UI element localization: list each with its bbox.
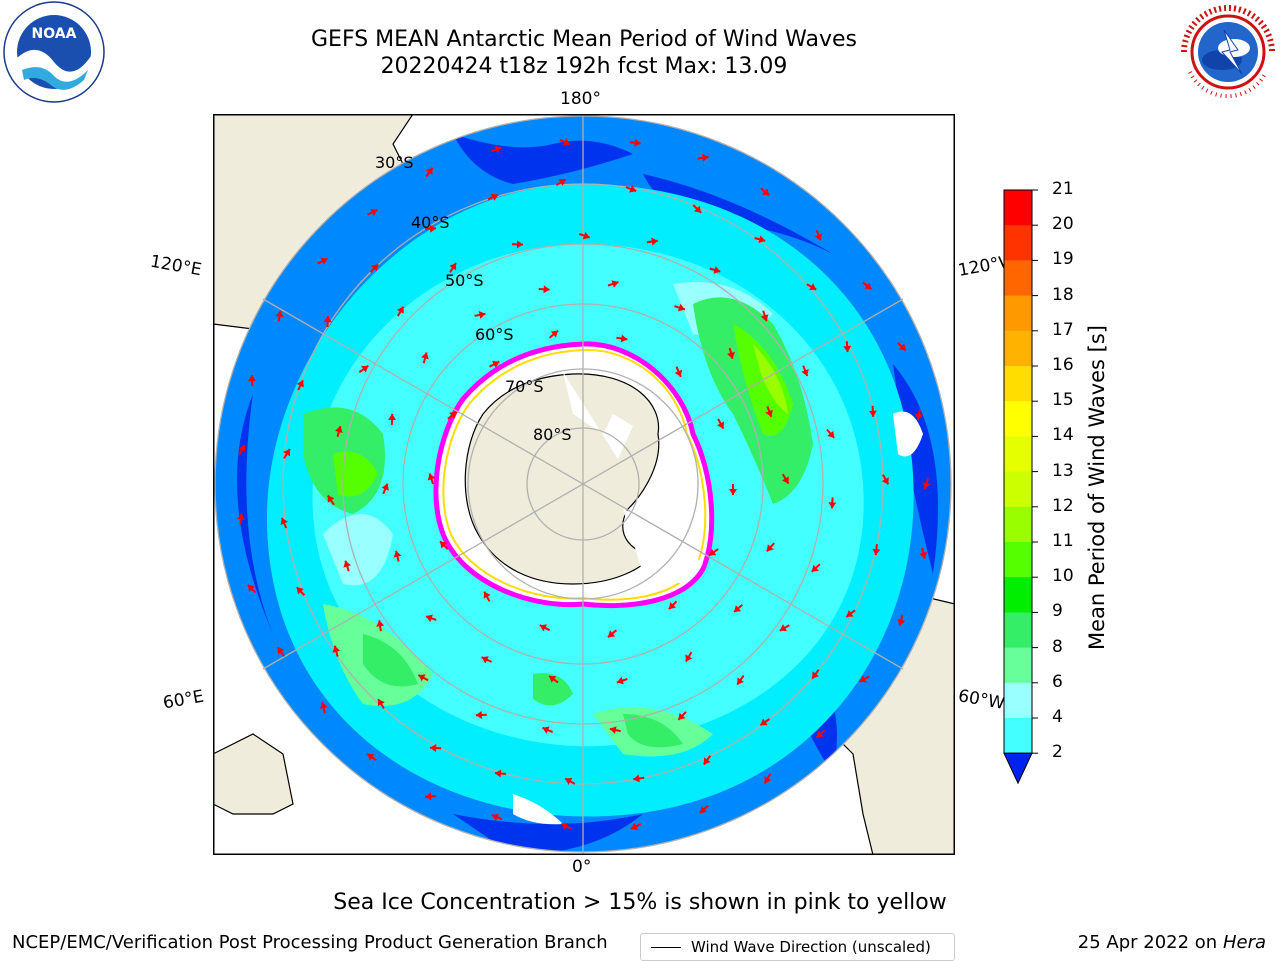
noaa-logo-text: NOAA [32, 26, 77, 42]
colorbar-tick-label: 10 [1052, 566, 1074, 586]
legend-label: Wind Wave Direction (unscaled) [691, 938, 931, 956]
colorbar-extend-triangle [1004, 753, 1032, 783]
colorbar-tick-label: 14 [1052, 425, 1074, 445]
colorbar-swatch [1004, 366, 1032, 402]
colorbar-swatch [1004, 331, 1032, 367]
colorbar-swatch [1004, 683, 1032, 719]
colorbar-swatch [1004, 401, 1032, 437]
colorbar-tick-label: 2 [1052, 742, 1063, 762]
lon-label-60e: 60°E [162, 687, 206, 714]
polar-map: 30°S 40°S 50°S 60°S 70°S 80°S [213, 114, 955, 855]
colorbar-swatch [1004, 472, 1032, 508]
colorbar-tick-label: 4 [1052, 707, 1063, 727]
legend-line-icon [651, 947, 681, 948]
colorbar-tick-label: 9 [1052, 601, 1063, 621]
footer-credit: NCEP/EMC/Verification Post Processing Pr… [12, 932, 608, 953]
chart-title: GEFS MEAN Antarctic Mean Period of Wind … [214, 27, 954, 52]
colorbar-tick-label: 12 [1052, 496, 1074, 516]
colorbar-tick-label: 8 [1052, 637, 1063, 657]
colorbar-tick-label: 13 [1052, 461, 1074, 481]
colorbar-tick-label: 16 [1052, 355, 1074, 375]
colorbar-swatch [1004, 260, 1032, 296]
map-panel: 30°S 40°S 50°S 60°S 70°S 80°S Wind Wave … [213, 114, 955, 855]
colorbar-tick-label: 11 [1052, 531, 1074, 551]
noaa-logo: NOAA [2, 0, 106, 104]
colorbar-swatch [1004, 612, 1032, 648]
colorbar-tick-label: 20 [1052, 214, 1074, 234]
colorbar-tick-label: 15 [1052, 390, 1074, 410]
colorbar-swatch [1004, 507, 1032, 543]
sea-ice-note: Sea Ice Concentration > 15% is shown in … [214, 890, 1066, 915]
colorbar-tick-label: 6 [1052, 672, 1063, 692]
lon-label-60w: 60°W [957, 686, 1007, 714]
lat-label-70s: 70°S [505, 377, 544, 396]
colorbar-swatch [1004, 296, 1032, 332]
colorbar-tick-label: 21 [1052, 179, 1074, 199]
map-legend: Wind Wave Direction (unscaled) [640, 933, 955, 961]
footer-date: 25 Apr 2022 on Hera [1078, 932, 1266, 953]
lat-label-50s: 50°S [445, 271, 484, 290]
colorbar-label: Mean Period of Wind Waves [s] [1085, 325, 1109, 650]
lat-label-80s: 80°S [533, 425, 572, 444]
nws-logo [1176, 0, 1280, 104]
colorbar-swatch [1004, 577, 1032, 613]
chart-subtitle: 20220424 t18z 192h fcst Max: 13.09 [214, 54, 954, 79]
lon-label-120e: 120°E [149, 252, 203, 281]
colorbar-tick-label: 19 [1052, 249, 1074, 269]
colorbar-swatches [1000, 186, 1060, 786]
lat-label-60s: 60°S [475, 325, 514, 344]
lon-label-0: 0° [572, 857, 591, 877]
colorbar-swatch [1004, 190, 1032, 226]
lat-label-40s: 40°S [411, 213, 450, 232]
colorbar-swatch [1004, 436, 1032, 472]
colorbar-tick-label: 17 [1052, 320, 1074, 340]
colorbar-swatch [1004, 718, 1032, 754]
lat-label-30s: 30°S [375, 153, 414, 172]
colorbar-tick-label: 18 [1052, 285, 1074, 305]
colorbar-swatch [1004, 542, 1032, 578]
footer-host: Hera [1223, 932, 1266, 953]
antarctica-land [465, 374, 659, 584]
colorbar-swatch [1004, 225, 1032, 261]
lon-label-180: 180° [560, 89, 601, 109]
colorbar-swatch [1004, 648, 1032, 684]
